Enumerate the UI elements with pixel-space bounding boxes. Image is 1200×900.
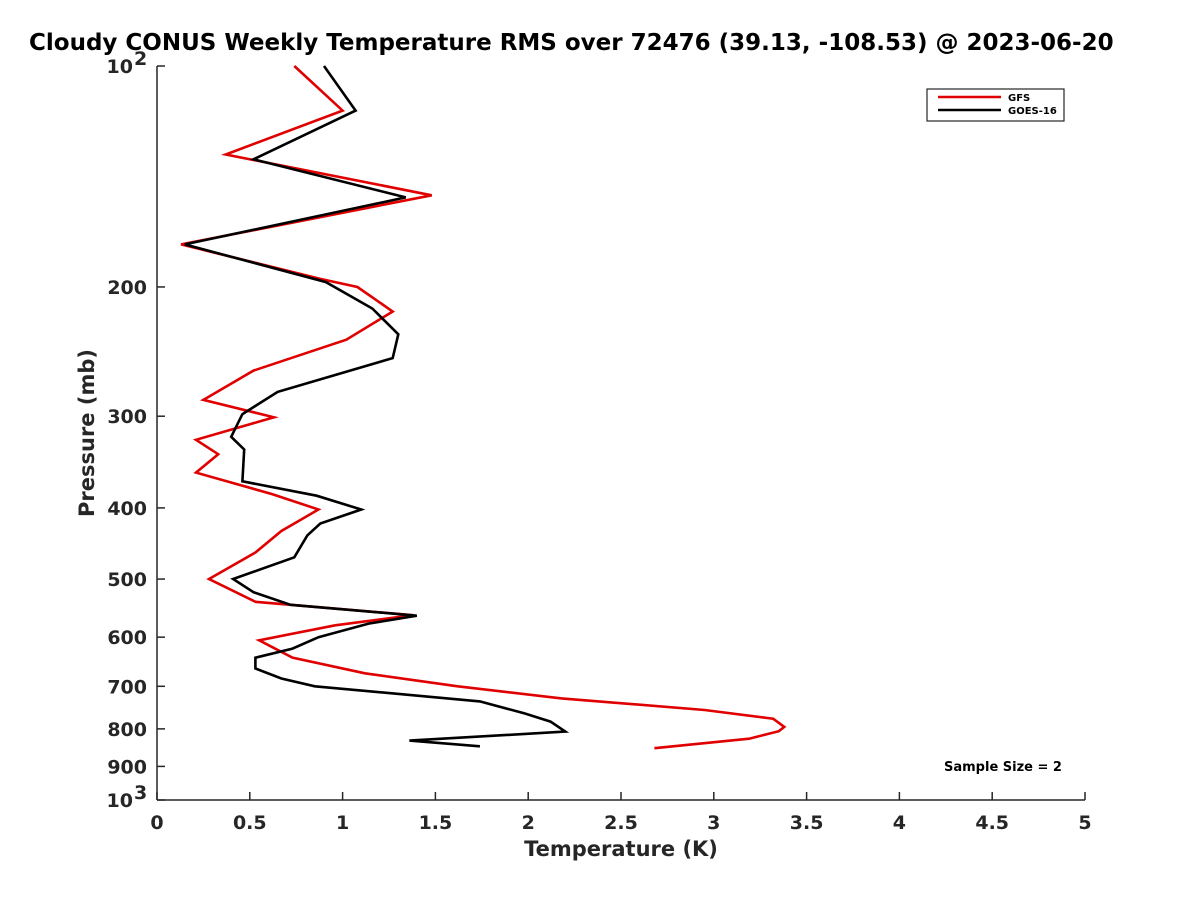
axes	[156, 66, 1085, 801]
series-layer	[180, 65, 787, 750]
x-tick-label: 4.5	[975, 812, 1009, 834]
x-tick-label: 0	[150, 812, 163, 834]
y-axis-label: Pressure (mb)	[75, 349, 99, 517]
x-tick-label: 4	[893, 812, 906, 834]
series-line-goes16	[184, 65, 570, 748]
y-tick-label: 10	[107, 56, 133, 78]
x-tick-label: 1.5	[419, 812, 453, 834]
x-tick-label: 3.5	[790, 812, 824, 834]
legend-label-gfs: GFS	[1008, 93, 1030, 104]
x-tick-label: 0.5	[233, 812, 267, 834]
x-tick-label: 2	[522, 812, 535, 834]
y-tick-label: 700	[107, 676, 147, 698]
y-tick-label: 800	[107, 719, 147, 741]
x-tick-label: 1	[336, 812, 349, 834]
y-tick-label: 600	[107, 627, 147, 649]
y-tick-label: 400	[107, 498, 147, 520]
legend: GFS GOES-16	[926, 88, 1065, 122]
x-ticks: 0 0.5 1 1.5 2 2.5 3 3.5 4 4.5 5	[150, 792, 1092, 834]
x-tick-label: 2.5	[604, 812, 638, 834]
legend-label-goes16: GOES-16	[1008, 106, 1057, 117]
x-tick-label: 5	[1078, 812, 1091, 834]
x-axis-label: Temperature (K)	[524, 837, 718, 861]
y-tick-exponent: 3	[134, 782, 147, 804]
y-tick-label: 900	[107, 756, 147, 778]
y-tick-label: 200	[107, 277, 147, 299]
y-tick-label: 300	[107, 406, 147, 428]
x-tick-label: 3	[707, 812, 720, 834]
series-line-gfs	[180, 65, 787, 750]
y-tick-label: 500	[107, 569, 147, 591]
legend-box	[926, 88, 1065, 122]
y-tick-exponent: 2	[134, 48, 147, 70]
y-tick-label: 10	[107, 790, 133, 812]
chart-title: Cloudy CONUS Weekly Temperature RMS over…	[29, 30, 1114, 56]
sample-size-annotation: Sample Size = 2	[944, 760, 1062, 775]
